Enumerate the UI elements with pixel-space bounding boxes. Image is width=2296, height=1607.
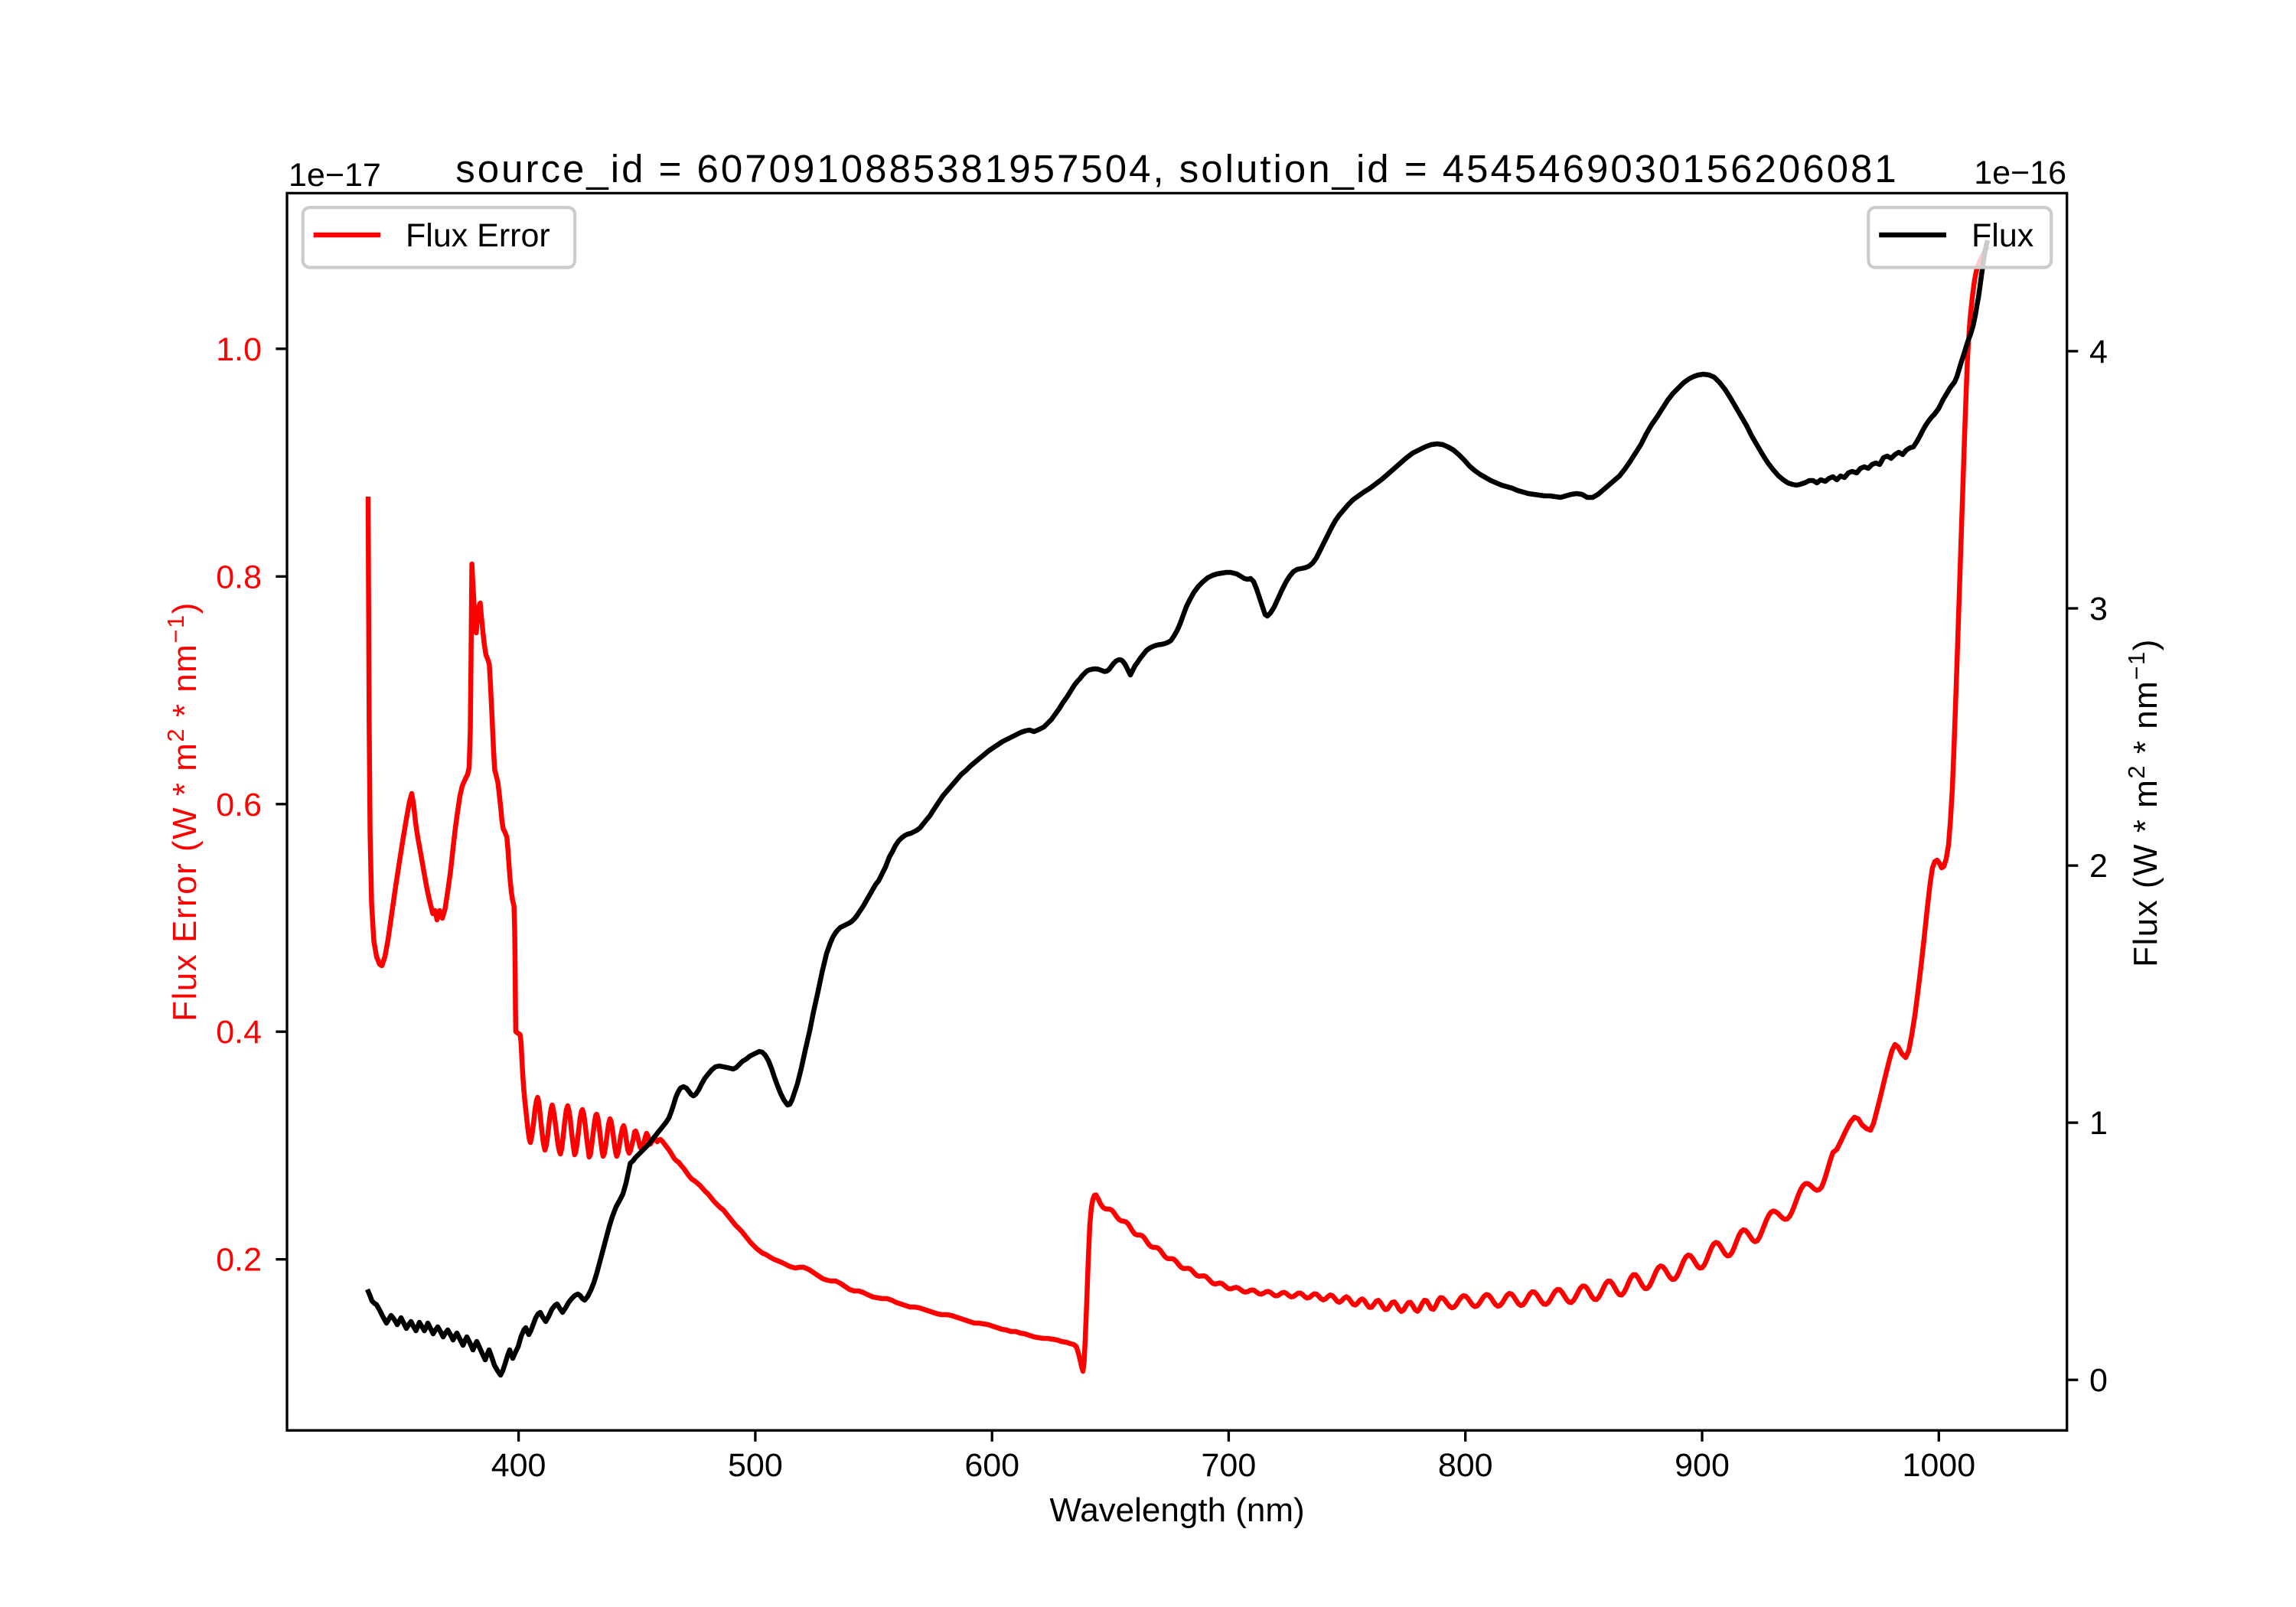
svg-text:3: 3 [2089,591,2108,627]
svg-text:Flux: Flux [1971,217,2034,254]
svg-text:900: 900 [1675,1447,1730,1484]
svg-text:800: 800 [1438,1447,1493,1484]
svg-text:2: 2 [2089,848,2108,885]
svg-text:0.2: 0.2 [216,1242,262,1279]
svg-text:400: 400 [491,1447,546,1484]
svg-text:0.4: 0.4 [216,1014,262,1051]
svg-text:Flux Error: Flux Error [406,217,550,254]
svg-text:1e−17: 1e−17 [289,157,381,194]
svg-text:0.8: 0.8 [216,559,262,595]
svg-text:1: 1 [2089,1105,2108,1142]
svg-text:Flux Error (W * m2 * nm−1): Flux Error (W * m2 * nm−1) [162,601,204,1022]
svg-text:0.6: 0.6 [216,787,262,823]
svg-text:source_id = 607091088538195750: source_id = 6070910885381957504, solutio… [455,147,1898,191]
svg-text:700: 700 [1202,1447,1257,1484]
svg-text:500: 500 [728,1447,783,1484]
svg-text:1e−16: 1e−16 [1974,155,2066,191]
svg-text:4: 4 [2089,334,2108,370]
svg-text:1.0: 1.0 [216,331,262,368]
svg-text:Flux (W * m2 * nm−1): Flux (W * m2 * nm−1) [2123,638,2164,967]
svg-text:0: 0 [2089,1362,2108,1399]
svg-text:Wavelength (nm): Wavelength (nm) [1049,1491,1304,1529]
svg-text:1000: 1000 [1902,1447,1975,1484]
svg-text:600: 600 [964,1447,1019,1484]
